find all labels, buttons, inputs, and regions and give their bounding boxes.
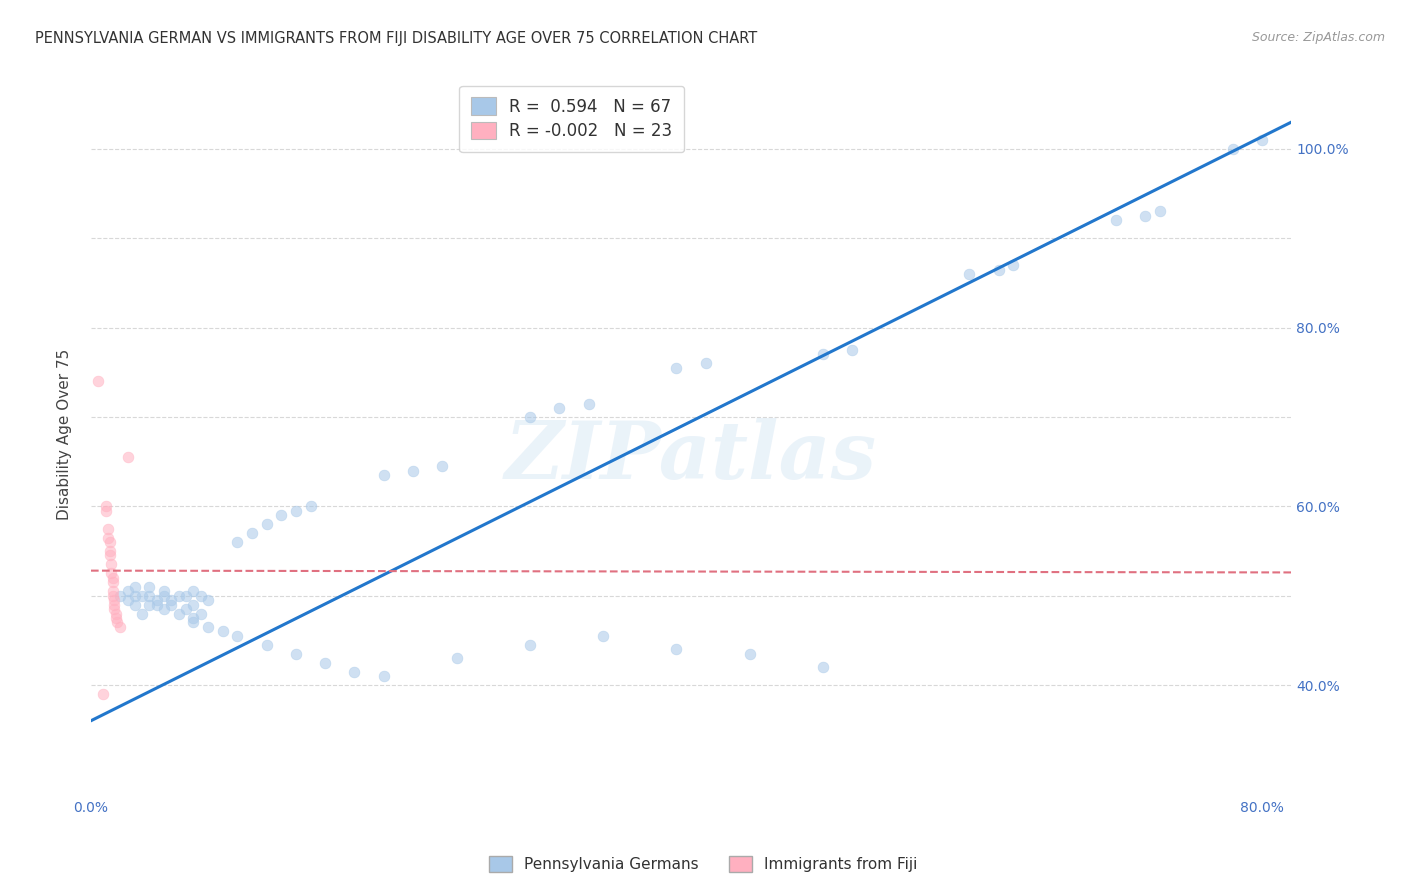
Point bbox=[665, 642, 688, 657]
Point bbox=[117, 593, 139, 607]
Point bbox=[240, 526, 263, 541]
Point bbox=[131, 607, 153, 621]
Point bbox=[1251, 133, 1274, 147]
Legend: R =  0.594   N = 67, R = -0.002   N = 23: R = 0.594 N = 67, R = -0.002 N = 23 bbox=[460, 86, 685, 153]
Point bbox=[226, 535, 249, 549]
Legend: Pennsylvania Germans, Immigrants from Fiji: Pennsylvania Germans, Immigrants from Fi… bbox=[481, 848, 925, 880]
Point bbox=[97, 522, 120, 536]
Point bbox=[695, 356, 717, 370]
Point bbox=[94, 500, 117, 514]
Point bbox=[101, 584, 124, 599]
Point bbox=[402, 464, 425, 478]
Point bbox=[256, 638, 278, 652]
Point bbox=[87, 374, 110, 388]
Point bbox=[174, 589, 197, 603]
Point bbox=[104, 607, 127, 621]
Point bbox=[160, 598, 183, 612]
Point bbox=[98, 535, 121, 549]
Point bbox=[665, 360, 688, 375]
Point bbox=[97, 531, 120, 545]
Point bbox=[578, 396, 600, 410]
Point bbox=[183, 584, 205, 599]
Point bbox=[284, 504, 307, 518]
Point bbox=[373, 468, 395, 483]
Point bbox=[91, 687, 114, 701]
Point bbox=[183, 615, 205, 630]
Point bbox=[108, 620, 131, 634]
Point bbox=[519, 409, 541, 424]
Text: PENNSYLVANIA GERMAN VS IMMIGRANTS FROM FIJI DISABILITY AGE OVER 75 CORRELATION C: PENNSYLVANIA GERMAN VS IMMIGRANTS FROM F… bbox=[35, 31, 758, 46]
Point bbox=[105, 615, 128, 630]
Point bbox=[299, 500, 322, 514]
Point bbox=[160, 593, 183, 607]
Point bbox=[1149, 204, 1171, 219]
Point bbox=[548, 401, 571, 415]
Point bbox=[190, 589, 212, 603]
Point bbox=[1002, 258, 1025, 272]
Point bbox=[256, 517, 278, 532]
Point bbox=[1133, 209, 1156, 223]
Point bbox=[146, 593, 169, 607]
Point bbox=[197, 593, 219, 607]
Point bbox=[103, 602, 125, 616]
Point bbox=[94, 504, 117, 518]
Point bbox=[811, 660, 834, 674]
Point bbox=[957, 267, 980, 281]
Point bbox=[211, 624, 233, 639]
Point bbox=[124, 598, 146, 612]
Point bbox=[146, 598, 169, 612]
Point bbox=[314, 656, 336, 670]
Point bbox=[167, 589, 190, 603]
Point bbox=[446, 651, 468, 665]
Point bbox=[738, 647, 761, 661]
Point bbox=[98, 549, 121, 563]
Text: Source: ZipAtlas.com: Source: ZipAtlas.com bbox=[1251, 31, 1385, 45]
Point bbox=[103, 598, 125, 612]
Point bbox=[270, 508, 292, 523]
Point bbox=[100, 558, 122, 572]
Point bbox=[138, 598, 160, 612]
Point bbox=[811, 347, 834, 361]
Point bbox=[197, 620, 219, 634]
Point bbox=[284, 647, 307, 661]
Point bbox=[131, 589, 153, 603]
Y-axis label: Disability Age Over 75: Disability Age Over 75 bbox=[58, 349, 72, 520]
Point bbox=[226, 629, 249, 643]
Point bbox=[987, 262, 1010, 277]
Point bbox=[117, 450, 139, 465]
Point bbox=[343, 665, 366, 679]
Point bbox=[841, 343, 863, 357]
Point bbox=[98, 544, 121, 558]
Point bbox=[432, 459, 454, 474]
Point bbox=[183, 598, 205, 612]
Point bbox=[138, 589, 160, 603]
Point bbox=[153, 602, 176, 616]
Point bbox=[103, 593, 125, 607]
Point bbox=[592, 629, 614, 643]
Point bbox=[1222, 142, 1244, 156]
Point bbox=[183, 611, 205, 625]
Point bbox=[519, 638, 541, 652]
Point bbox=[153, 589, 176, 603]
Point bbox=[174, 602, 197, 616]
Point bbox=[190, 607, 212, 621]
Point bbox=[117, 584, 139, 599]
Point bbox=[101, 575, 124, 590]
Point bbox=[153, 584, 176, 599]
Point bbox=[104, 611, 127, 625]
Point bbox=[167, 607, 190, 621]
Point bbox=[124, 589, 146, 603]
Text: ZIPatlas: ZIPatlas bbox=[505, 417, 877, 495]
Point bbox=[124, 580, 146, 594]
Point bbox=[100, 566, 122, 581]
Point bbox=[1105, 213, 1128, 227]
Point bbox=[138, 580, 160, 594]
Point bbox=[108, 589, 131, 603]
Point bbox=[101, 589, 124, 603]
Point bbox=[373, 669, 395, 683]
Point bbox=[101, 571, 124, 585]
